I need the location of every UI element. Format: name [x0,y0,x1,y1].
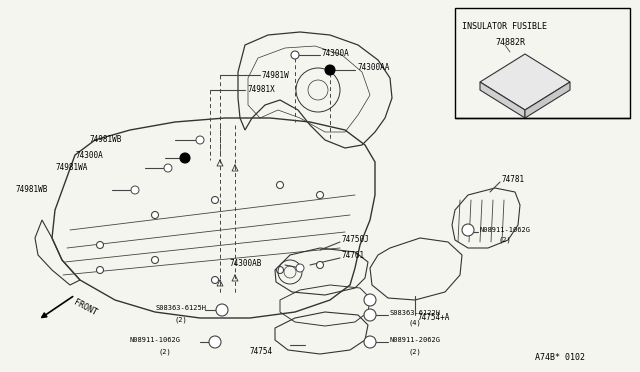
Circle shape [211,276,218,283]
Text: INSULATOR FUSIBLE: INSULATOR FUSIBLE [462,22,547,31]
Text: FRONT: FRONT [72,298,99,318]
Circle shape [364,309,376,321]
Text: 74981X: 74981X [247,86,275,94]
Text: S08363-6125H: S08363-6125H [155,305,206,311]
Circle shape [97,266,104,273]
Text: A74B* 0102: A74B* 0102 [535,353,585,362]
Text: (2): (2) [158,349,171,355]
Circle shape [216,304,228,316]
Text: (4): (4) [408,320,420,326]
Text: 74981WB: 74981WB [15,186,47,195]
Text: N08911-2062G: N08911-2062G [390,337,441,343]
Text: (2): (2) [408,349,420,355]
Circle shape [317,192,323,199]
Circle shape [209,336,221,348]
Circle shape [276,182,284,189]
Circle shape [325,65,335,75]
Text: (2): (2) [498,237,511,243]
Circle shape [131,186,139,194]
Text: 74882R: 74882R [495,38,525,47]
Text: S08363-6122H: S08363-6122H [390,310,441,316]
Text: N: N [466,228,470,232]
Circle shape [164,164,172,172]
Text: 74750J: 74750J [342,235,370,244]
Text: S: S [368,312,372,317]
Text: 74754+A: 74754+A [418,314,451,323]
Text: 74300AA: 74300AA [357,64,389,73]
Circle shape [211,196,218,203]
Text: S: S [368,298,372,302]
Circle shape [152,257,159,263]
Text: 74761: 74761 [342,251,365,260]
Text: 74781: 74781 [502,176,525,185]
Text: N: N [213,340,217,344]
Circle shape [291,51,299,59]
Text: 74300AB: 74300AB [230,259,262,267]
Polygon shape [480,82,525,118]
Circle shape [180,153,190,163]
Text: 74300A: 74300A [75,151,103,160]
Circle shape [462,224,474,236]
Circle shape [364,294,376,306]
Text: N08911-1062G: N08911-1062G [130,337,181,343]
Polygon shape [525,82,570,118]
Circle shape [296,264,304,272]
Text: N: N [368,340,372,344]
Text: N08911-1062G: N08911-1062G [480,227,531,233]
Circle shape [317,262,323,269]
Text: (2): (2) [175,317,188,323]
Text: 74300A: 74300A [322,48,349,58]
Circle shape [152,212,159,218]
Polygon shape [480,54,570,110]
Text: 74981W: 74981W [262,71,290,80]
Bar [455,8,630,118]
Text: 74981WB: 74981WB [90,135,122,144]
Text: 74754: 74754 [250,347,273,356]
Circle shape [276,266,284,273]
Circle shape [196,136,204,144]
Text: S: S [220,308,224,312]
Circle shape [364,336,376,348]
Circle shape [97,241,104,248]
Text: 74981WA: 74981WA [55,164,88,173]
